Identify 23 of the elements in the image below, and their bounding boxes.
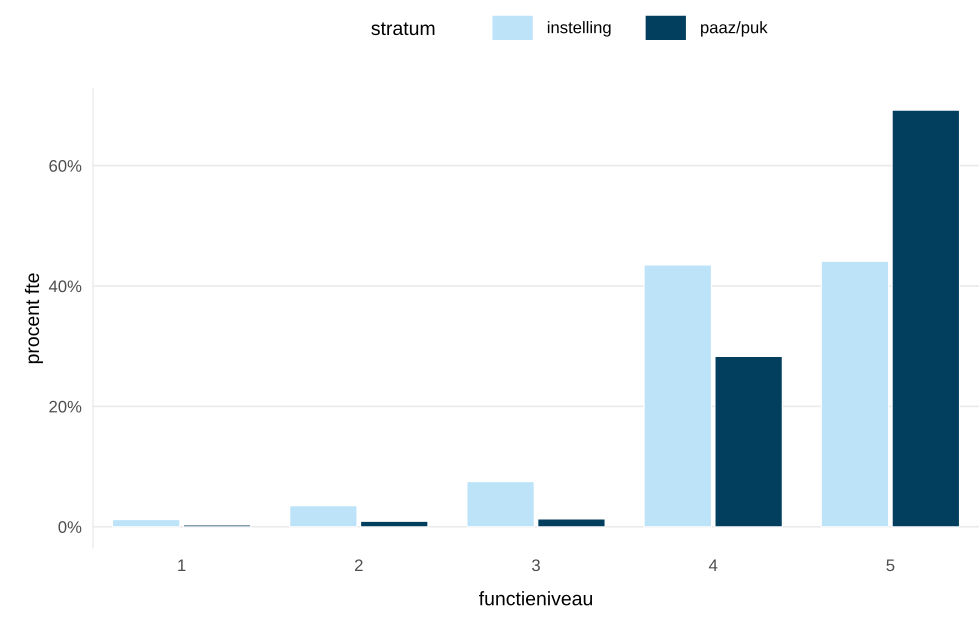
legend-label: paaz/puk [701, 21, 768, 37]
bar [112, 518, 180, 528]
y-tick-label: 40% [48, 280, 82, 292]
bar [820, 260, 890, 528]
bar [714, 356, 783, 528]
legend-title: stratum [371, 22, 434, 36]
bar [537, 518, 606, 528]
y-tick-label: 20% [49, 400, 82, 413]
y-tick-label: 0% [58, 521, 82, 533]
bar [360, 520, 428, 528]
bar [644, 264, 712, 528]
x-tick-label: 4 [708, 560, 718, 572]
legend-label: instelling [548, 21, 611, 37]
bar [892, 110, 960, 528]
y-axis-title: procent fte [24, 273, 43, 364]
bar [466, 481, 535, 528]
x-tick-label: 1 [178, 560, 186, 572]
bar [289, 505, 358, 528]
x-tick-label: 5 [886, 560, 894, 572]
x-axis-title: functieniveau [478, 591, 592, 606]
y-tick-label: 60% [49, 160, 82, 172]
x-tick-label: 3 [532, 559, 540, 572]
x-tick-label: 2 [355, 559, 363, 572]
